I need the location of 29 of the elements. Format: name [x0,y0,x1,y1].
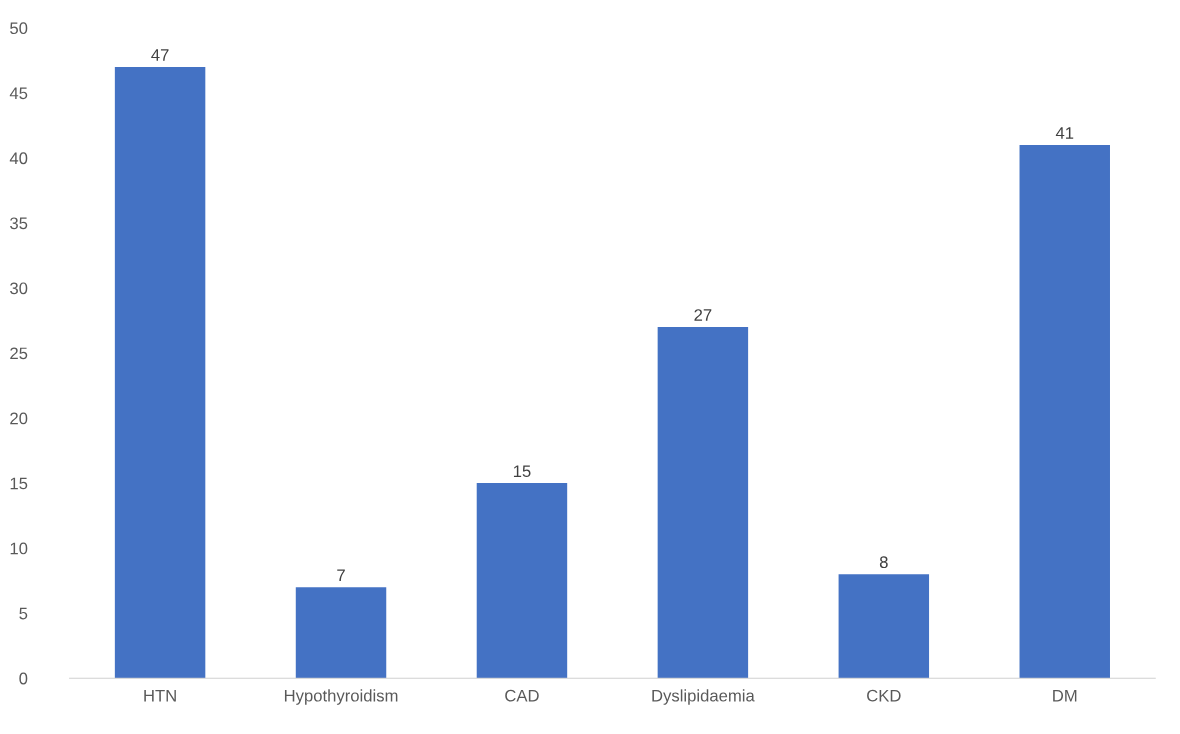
y-tick-label: 50 [10,22,28,35]
data-label: 8 [879,556,888,569]
bar [295,587,387,679]
y-tick-label: 0 [19,672,28,685]
data-label: 41 [1055,127,1074,139]
data-label: 7 [337,569,345,581]
y-tick-label: 10 [10,542,28,555]
x-tick-label: CAD [505,689,539,702]
x-tick-label: DM [1053,689,1077,702]
bar [114,66,206,679]
data-label: 47 [151,49,169,61]
x-tick-label: HTN [144,689,176,702]
y-tick-label: 15 [10,477,28,490]
bar [838,574,930,679]
bar [1019,144,1110,679]
y-tick-label: 20 [10,412,28,425]
y-tick-label: 25 [10,347,28,360]
x-tick-label: Dyslipidaemia [652,689,755,705]
data-label: 15 [513,465,531,478]
y-tick-label: 35 [10,217,28,230]
y-tick-label: 30 [10,282,28,295]
y-tick-label: 45 [9,87,28,100]
bar [476,483,568,679]
data-label: 27 [694,309,712,321]
bar [657,327,749,679]
x-tick-label: CKD [867,689,901,702]
y-tick-label: 40 [9,152,28,165]
x-tick-label: Hypothyroidism [284,689,398,705]
y-tick-label: 5 [19,607,28,620]
